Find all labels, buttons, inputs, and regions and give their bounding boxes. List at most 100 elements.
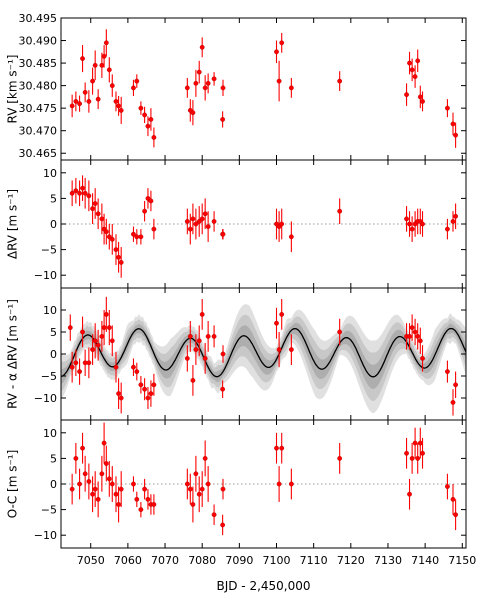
y-tick-label: 30.490 bbox=[19, 35, 58, 48]
data-point bbox=[103, 311, 109, 317]
data-point bbox=[409, 226, 415, 232]
data-point bbox=[92, 486, 98, 492]
data-point bbox=[407, 491, 412, 497]
x-tick-label: 7110 bbox=[300, 554, 328, 567]
data-point bbox=[116, 391, 121, 396]
data-point bbox=[90, 206, 95, 212]
data-point bbox=[184, 355, 190, 361]
data-point bbox=[409, 455, 415, 461]
y-tick-label: −5 bbox=[41, 370, 57, 383]
data-point bbox=[211, 512, 217, 518]
data-point bbox=[151, 226, 157, 232]
data-point bbox=[118, 259, 124, 265]
data-point bbox=[190, 502, 196, 507]
y-tick-label: 10 bbox=[43, 304, 57, 317]
data-point bbox=[211, 333, 217, 339]
data-point bbox=[134, 234, 140, 240]
data-point bbox=[95, 496, 101, 502]
data-point bbox=[445, 484, 450, 489]
data-point bbox=[220, 231, 226, 237]
data-point bbox=[118, 395, 124, 401]
data-point bbox=[415, 455, 421, 461]
panel-2: −10 −5 0 5 10 ΔRV [m s⁻¹] bbox=[6, 159, 467, 289]
data-point bbox=[118, 486, 124, 492]
data-point bbox=[193, 347, 199, 352]
data-point bbox=[86, 360, 92, 366]
data-point bbox=[417, 338, 423, 344]
data-point bbox=[69, 103, 75, 109]
x-tick-label: 7060 bbox=[114, 554, 142, 567]
data-point bbox=[288, 85, 294, 91]
y-tick-label: 0 bbox=[50, 478, 57, 491]
data-point bbox=[404, 450, 409, 456]
data-point bbox=[445, 226, 450, 232]
x-tick-label: 7080 bbox=[188, 554, 216, 567]
data-point bbox=[69, 364, 75, 370]
data-point bbox=[220, 386, 226, 392]
data-point bbox=[80, 56, 85, 61]
data-point bbox=[187, 486, 193, 492]
data-point bbox=[337, 208, 343, 214]
data-point bbox=[106, 476, 112, 482]
data-point bbox=[276, 347, 282, 352]
data-point bbox=[220, 117, 226, 122]
data-point bbox=[99, 62, 105, 68]
data-point bbox=[95, 96, 101, 102]
data-point bbox=[211, 76, 217, 82]
data-point bbox=[73, 188, 79, 194]
data-point bbox=[196, 338, 202, 344]
y-tick-label: −10 bbox=[34, 269, 57, 282]
data-point bbox=[407, 333, 412, 339]
data-point bbox=[90, 491, 95, 497]
data-point bbox=[409, 325, 415, 330]
x-tick-label: 7090 bbox=[225, 554, 253, 567]
data-point bbox=[187, 226, 193, 232]
data-point bbox=[420, 450, 425, 456]
data-point bbox=[337, 329, 343, 335]
data-point bbox=[279, 221, 285, 227]
plot-area bbox=[69, 29, 458, 148]
data-point bbox=[220, 486, 226, 492]
data-point bbox=[193, 80, 199, 86]
data-point bbox=[109, 481, 115, 487]
y-tick-label: 30.470 bbox=[19, 125, 58, 138]
data-point bbox=[95, 211, 101, 217]
data-point bbox=[193, 471, 199, 477]
data-point bbox=[404, 92, 409, 98]
x-tick-label: 7050 bbox=[77, 554, 105, 567]
data-point bbox=[142, 112, 148, 118]
data-point bbox=[148, 391, 154, 396]
data-point bbox=[199, 216, 205, 222]
data-point bbox=[412, 440, 418, 446]
data-point bbox=[134, 369, 140, 374]
data-point bbox=[220, 85, 226, 91]
data-point bbox=[73, 98, 79, 104]
data-point bbox=[90, 78, 95, 84]
plot-area bbox=[61, 175, 466, 278]
data-point bbox=[99, 471, 105, 477]
data-point bbox=[202, 85, 208, 91]
data-point bbox=[80, 329, 85, 335]
data-point bbox=[337, 78, 343, 84]
data-point bbox=[131, 231, 136, 237]
data-point bbox=[134, 496, 140, 502]
y-tick-label: −5 bbox=[41, 244, 57, 257]
data-point bbox=[92, 338, 98, 344]
data-point bbox=[101, 53, 107, 59]
data-point bbox=[131, 364, 136, 370]
data-point bbox=[142, 386, 148, 392]
data-point bbox=[276, 78, 282, 84]
data-point bbox=[279, 40, 285, 46]
y-tick-label: 30.495 bbox=[19, 12, 58, 25]
data-point bbox=[205, 224, 211, 229]
data-point bbox=[420, 221, 425, 227]
data-point bbox=[190, 377, 196, 383]
data-point bbox=[205, 481, 211, 487]
y-tick-label: 30.465 bbox=[19, 147, 58, 160]
data-point bbox=[196, 491, 202, 497]
y-tick-label: −10 bbox=[34, 529, 57, 542]
data-point bbox=[92, 201, 98, 206]
y-axis-label: RV - α ΔRV [m s⁻¹] bbox=[6, 299, 20, 409]
data-point bbox=[82, 471, 88, 477]
data-point bbox=[86, 479, 92, 484]
